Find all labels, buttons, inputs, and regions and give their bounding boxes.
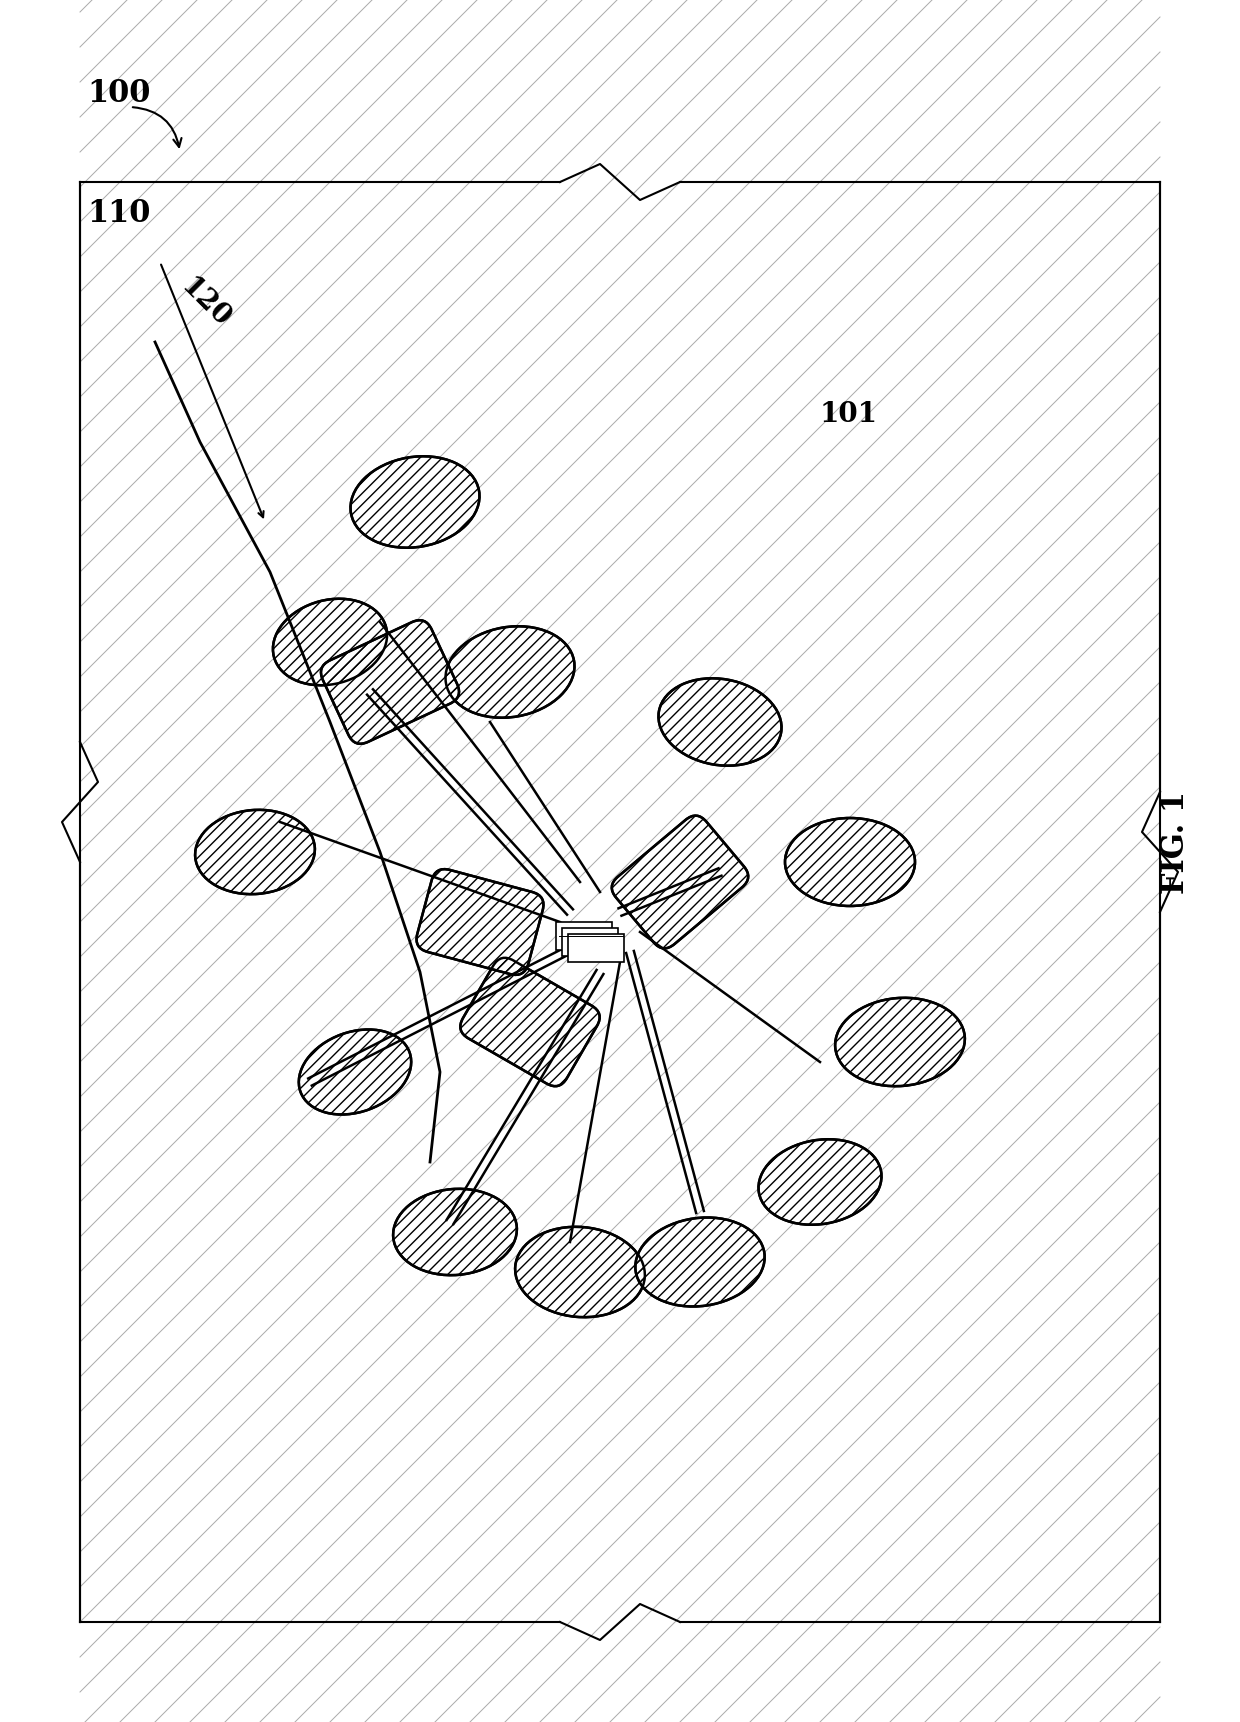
Ellipse shape [351,456,480,548]
FancyArrowPatch shape [133,107,181,146]
Ellipse shape [785,818,915,906]
Text: 101: 101 [820,401,878,429]
Polygon shape [568,933,624,963]
Text: 100: 100 [87,77,150,108]
Text: 120: 120 [175,272,236,332]
Ellipse shape [658,678,781,766]
Ellipse shape [635,1217,765,1307]
FancyBboxPatch shape [460,957,600,1087]
Text: FIG. 1: FIG. 1 [1159,790,1190,894]
Ellipse shape [393,1188,517,1276]
Ellipse shape [445,627,574,718]
Ellipse shape [835,997,965,1087]
Text: 110: 110 [87,198,150,229]
Ellipse shape [759,1140,882,1224]
Ellipse shape [299,1030,412,1114]
FancyBboxPatch shape [321,620,459,744]
FancyBboxPatch shape [417,870,543,975]
FancyBboxPatch shape [611,816,748,949]
Polygon shape [562,928,618,956]
Ellipse shape [515,1226,645,1317]
Ellipse shape [195,809,315,894]
Polygon shape [556,921,613,951]
Ellipse shape [273,599,387,685]
